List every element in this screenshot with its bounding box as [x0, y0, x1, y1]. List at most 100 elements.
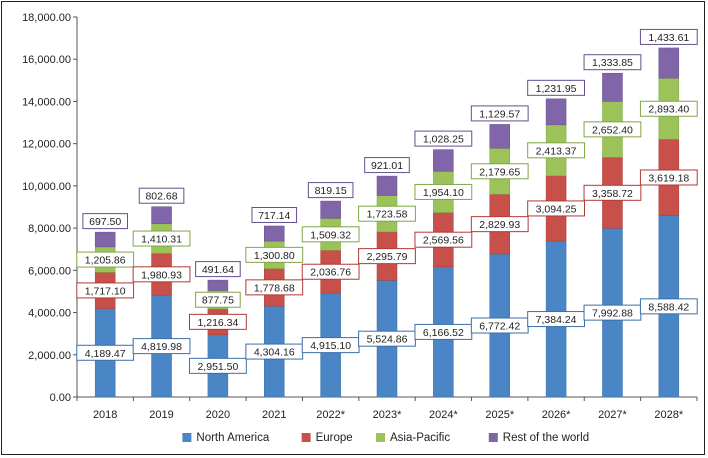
- data-label: 717.14: [258, 210, 290, 222]
- data-label-box: [195, 261, 241, 278]
- legend-swatch: [182, 433, 192, 442]
- data-label-box: [76, 251, 135, 268]
- data-label-box: [195, 291, 241, 308]
- data-label: 1,980.93: [141, 269, 182, 281]
- y-tick-label: 10,000.00: [22, 181, 71, 193]
- data-label-box: [76, 282, 135, 299]
- legend-swatch: [488, 433, 498, 442]
- bar-rest-of-the-world: [545, 98, 567, 126]
- data-label: 2,295.79: [367, 251, 408, 263]
- data-label-box: [189, 313, 247, 330]
- data-label-box: [414, 183, 473, 200]
- data-label-box: [251, 206, 298, 223]
- x-tick-label: 2021: [262, 409, 286, 421]
- bar-rest-of-the-world: [433, 149, 454, 172]
- data-label-box: [639, 28, 698, 45]
- bar-rest-of-the-world: [94, 231, 116, 248]
- x-tick-label: 2018: [93, 409, 117, 421]
- data-label-box: [639, 100, 698, 117]
- data-label: 1,509.32: [310, 229, 351, 241]
- data-label: 1,028.25: [423, 134, 464, 146]
- data-label: 2,413.37: [536, 145, 577, 157]
- data-label-box: [470, 163, 529, 180]
- data-label-box: [414, 130, 473, 147]
- data-label: 6,166.52: [423, 327, 464, 339]
- y-tick-label: 14,000.00: [22, 96, 71, 108]
- data-label: 1,231.95: [536, 83, 577, 95]
- data-label: 1,778.68: [254, 282, 295, 294]
- data-label: 2,829.93: [479, 219, 520, 231]
- bar-rest-of-the-world: [658, 47, 680, 79]
- data-label-box: [358, 248, 416, 265]
- legend-label: North America: [196, 432, 269, 444]
- y-tick-label: 2,000.00: [28, 350, 71, 362]
- data-label: 2,652.40: [592, 124, 633, 136]
- data-label: 491.64: [202, 264, 234, 276]
- data-label: 5,524.86: [367, 334, 408, 346]
- data-label: 1,717.10: [85, 285, 126, 297]
- y-tick-label: 18,000.00: [22, 12, 71, 24]
- data-label-box: [301, 226, 360, 243]
- data-label: 4,304.16: [254, 347, 295, 359]
- data-label: 1,300.80: [254, 250, 295, 262]
- data-label: 921.01: [371, 160, 403, 172]
- data-label-box: [138, 187, 185, 204]
- data-label: 1,433.61: [648, 32, 689, 44]
- data-label-box: [583, 184, 642, 201]
- y-tick-label: 16,000.00: [22, 54, 71, 66]
- data-label-box: [583, 121, 642, 138]
- data-label-box: [358, 205, 416, 222]
- data-label-box: [307, 182, 354, 199]
- bar-rest-of-the-world: [320, 200, 341, 219]
- x-tick-label: 2026*: [542, 409, 571, 421]
- x-tick-label: 2023*: [373, 409, 402, 421]
- data-label: 4,189.47: [85, 348, 126, 360]
- x-tick-label: 2027*: [598, 409, 627, 421]
- data-label-box: [132, 338, 191, 355]
- data-label-box: [470, 105, 529, 122]
- data-label: 3,358.72: [592, 188, 633, 200]
- data-label: 2,179.65: [479, 166, 520, 178]
- x-tick-label: 2022*: [316, 409, 345, 421]
- data-label-box: [639, 169, 698, 186]
- legend-label: Europe: [316, 432, 353, 444]
- data-label: 4,915.10: [310, 340, 351, 352]
- data-label-box: [470, 216, 529, 233]
- data-label-box: [132, 266, 191, 283]
- data-label: 2,893.40: [648, 104, 689, 116]
- y-tick-label: 6,000.00: [28, 265, 71, 277]
- data-label: 2,951.50: [197, 361, 238, 373]
- bar-rest-of-the-world: [602, 72, 623, 102]
- data-label-box: [527, 142, 585, 159]
- data-label: 1,723.58: [367, 209, 408, 221]
- data-label: 3,619.18: [648, 172, 689, 184]
- data-label-box: [414, 231, 473, 248]
- data-label: 7,384.24: [536, 314, 577, 326]
- y-tick-label: 8,000.00: [28, 223, 71, 235]
- legend-label: Asia-Pacific: [390, 432, 450, 444]
- data-label: 1,216.34: [197, 317, 238, 329]
- data-label-box: [527, 79, 585, 96]
- y-tick-label: 12,000.00: [22, 139, 71, 151]
- data-label-box: [301, 263, 360, 280]
- data-label: 7,992.88: [592, 308, 633, 320]
- data-label: 819.15: [315, 185, 347, 197]
- x-tick-label: 2025*: [485, 409, 514, 421]
- x-tick-label: 2028*: [654, 409, 683, 421]
- data-label-box: [364, 157, 410, 174]
- x-tick-label: 2020: [206, 409, 230, 421]
- data-label-box: [189, 357, 247, 374]
- bar-rest-of-the-world: [207, 279, 229, 291]
- data-label-box: [527, 200, 585, 217]
- data-label: 802.68: [145, 191, 177, 203]
- legend-swatch: [376, 433, 385, 442]
- data-label: 3,094.25: [536, 203, 577, 215]
- bar-rest-of-the-world: [151, 206, 172, 224]
- data-label: 877.75: [202, 295, 234, 307]
- data-label: 2,036.76: [310, 267, 351, 279]
- data-label: 1,954.10: [423, 187, 464, 199]
- data-label: 1,205.86: [85, 255, 126, 267]
- data-label: 1,333.85: [592, 57, 633, 69]
- x-tick-label: 2019: [149, 409, 173, 421]
